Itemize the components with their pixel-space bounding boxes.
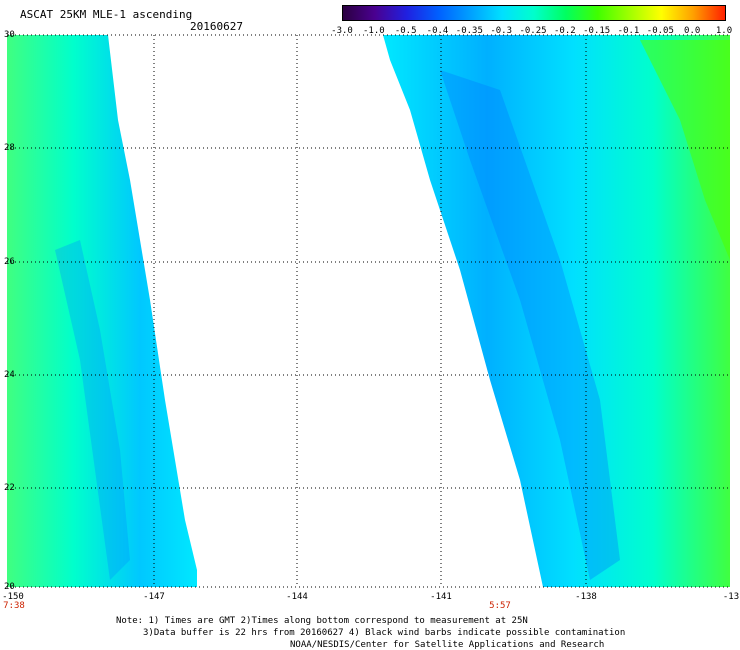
swath-time-label: 7:38 (3, 601, 25, 611)
colorbar-tick-label: -0.4 (426, 26, 449, 36)
chart-title: ASCAT 25KM MLE-1 ascending (20, 8, 193, 21)
longitude-label: -144 (286, 592, 308, 602)
latitude-label: 20 (4, 582, 15, 592)
latitude-label: 28 (4, 143, 15, 153)
right-low-streak (440, 70, 620, 580)
chart-date: 20160627 (190, 20, 243, 33)
colorbar-tick-label: 1.0 (715, 26, 733, 36)
colorbar-tick-label: -0.3 (490, 26, 512, 36)
colorbar-tick-label: -0.05 (646, 26, 674, 36)
colorbar-tick-label: -0.15 (583, 26, 611, 36)
swath-time-label: 5:57 (489, 601, 511, 611)
colorbar-tick-label: -0.1 (617, 26, 640, 36)
longitude-label: -138 (575, 592, 597, 602)
colorbar (342, 5, 726, 21)
left-swath (7, 35, 197, 587)
left-low-streak (55, 240, 130, 580)
colorbar-tick-label: -0.5 (394, 26, 417, 36)
colorbar-tick-label: -0.25 (519, 26, 547, 36)
longitude-label: -141 (430, 592, 452, 602)
colorbar-tick-label: -1.0 (362, 26, 385, 36)
latitude-label: 30 (4, 30, 15, 40)
right-swath (383, 35, 730, 587)
colorbar-tick-label: -0.35 (455, 26, 483, 36)
longitude-label: -147 (143, 592, 165, 602)
lat-lon-grid (7, 34, 730, 588)
longitude-label: -13 (722, 592, 740, 602)
note-line-1: Note: 1) Times are GMT 2)Times along bot… (116, 616, 528, 626)
data-swaths (7, 35, 730, 587)
colorbar-tick-label: 0.0 (684, 26, 701, 36)
longitude-label: -150 (2, 592, 24, 602)
colorbar-tick-label: -0.2 (553, 26, 576, 36)
note-line-3: NOAA/NESDIS/Center for Satellite Applica… (290, 640, 605, 650)
latitude-label: 22 (4, 483, 15, 493)
latitude-label: 24 (4, 370, 15, 380)
colorbar-tick-label: -3.0 (331, 26, 353, 36)
right-high-patch (640, 40, 730, 260)
colorbar-labels: -3.0 -1.0 -0.5 -0.4 -0.35 -0.3 -0.25 -0.2 -0.15-… (0, 26, 740, 38)
latitude-label: 26 (4, 257, 15, 267)
note-line-2: 3)Data buffer is 22 hrs from 20160627 4)… (143, 628, 626, 638)
